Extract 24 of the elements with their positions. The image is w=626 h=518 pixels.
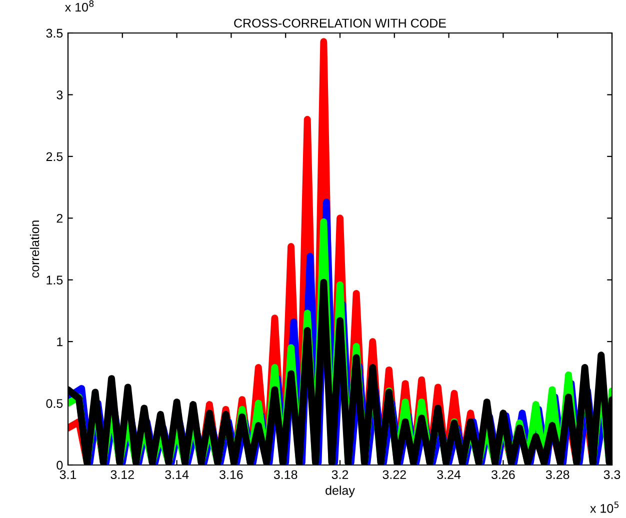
y-tick-label: 0.5 xyxy=(46,399,63,408)
x-tick-label: 3.26 xyxy=(492,470,515,480)
y-axis-title: correlation xyxy=(30,220,40,278)
y-tick-label: 3 xyxy=(56,90,63,100)
x-tick-label: 3.24 xyxy=(437,470,461,480)
text: x 10$^{5}$ xyxy=(590,502,619,513)
y-tick-label: 2 xyxy=(56,214,63,223)
x-axis-title: delay xyxy=(326,486,355,498)
y-tick-label: 1 xyxy=(57,338,63,346)
x-tick-label: 3.12 xyxy=(110,470,134,480)
x-tick-label: 3.16 xyxy=(220,470,243,480)
y-tick-label: 3.5 xyxy=(46,28,63,38)
chart-title: CROSS-CORRELATION WITH CODE xyxy=(234,18,446,28)
text: x 10$^{8}$ xyxy=(65,0,94,12)
x-tick-label: 3.18 xyxy=(274,470,298,480)
x-tick-label: 3.14 xyxy=(165,470,189,480)
y-tick-label: 1.5 xyxy=(46,276,63,285)
x-tick-label: 3.1 xyxy=(60,470,76,480)
x-tick-label: 3.28 xyxy=(546,470,570,480)
x-tick-label: 3.22 xyxy=(382,470,406,480)
y-tick-label: 2.5 xyxy=(46,152,63,162)
x-tick-label: 3.3 xyxy=(604,470,620,480)
y-tick-label: 0 xyxy=(56,460,63,470)
x-tick-label: 3.2 xyxy=(332,470,348,480)
